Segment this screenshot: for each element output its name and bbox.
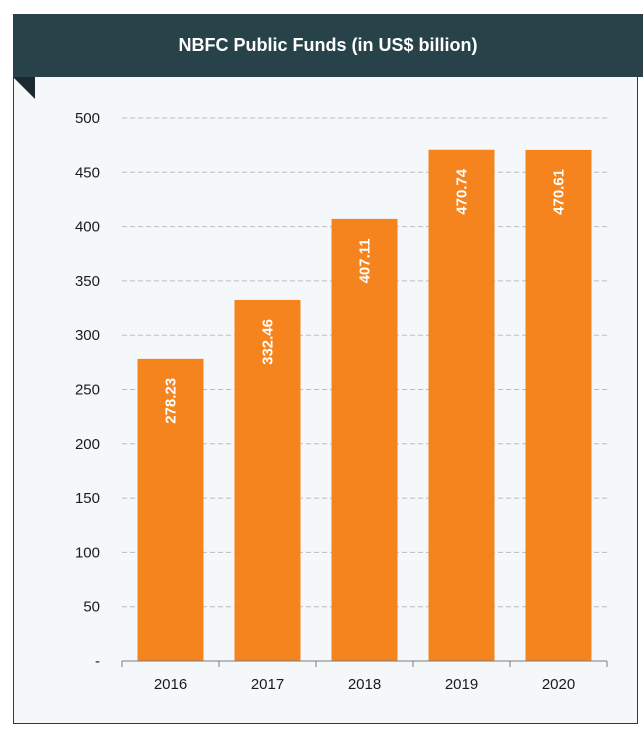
y-axis-tick-labels: - 50 100 150 200 250 300 350 400 450 500 <box>75 110 100 670</box>
bar-2018 <box>331 218 398 661</box>
x-tick-label-2017: 2017 <box>251 676 284 693</box>
y-tick-label-150: 150 <box>75 490 100 507</box>
y-tick-label-250: 250 <box>75 382 100 399</box>
y-tick-label-450: 450 <box>75 164 100 181</box>
x-tick-label-2016: 2016 <box>154 676 187 693</box>
bar-2020 <box>525 149 592 661</box>
x-tick-label-2019: 2019 <box>445 676 478 693</box>
bar-2016 <box>137 358 204 661</box>
bars <box>137 149 592 661</box>
banner-fold <box>13 77 35 99</box>
data-label-2020: 470.61 <box>551 169 568 215</box>
data-label-2017: 332.46 <box>260 319 277 365</box>
y-tick-label-200: 200 <box>75 436 100 453</box>
chart-title-banner: NBFC Public Funds (in US$ billion) <box>13 14 643 77</box>
x-axis-tick-labels: 2016 2017 2018 2019 2020 <box>154 676 575 693</box>
x-axis <box>121 660 608 667</box>
y-tick-label-400: 400 <box>75 219 100 236</box>
y-tick-label-500: 500 <box>75 110 100 127</box>
y-tick-label-50: 50 <box>83 599 100 616</box>
y-tick-label-100: 100 <box>75 544 100 561</box>
chart-title: NBFC Public Funds (in US$ billion) <box>178 35 478 55</box>
y-tick-label-0: - <box>95 653 100 670</box>
bar-2019 <box>428 149 495 661</box>
bar-2017 <box>234 299 301 661</box>
x-tick-label-2020: 2020 <box>542 676 575 693</box>
y-tick-label-300: 300 <box>75 327 100 344</box>
data-label-2019: 470.74 <box>454 168 471 215</box>
data-labels: 278.23 332.46 407.11 470.74 470.61 <box>163 168 568 424</box>
x-tick-label-2018: 2018 <box>348 676 381 693</box>
y-tick-label-350: 350 <box>75 273 100 290</box>
data-label-2018: 407.11 <box>357 238 374 283</box>
data-label-2016: 278.23 <box>163 378 180 424</box>
